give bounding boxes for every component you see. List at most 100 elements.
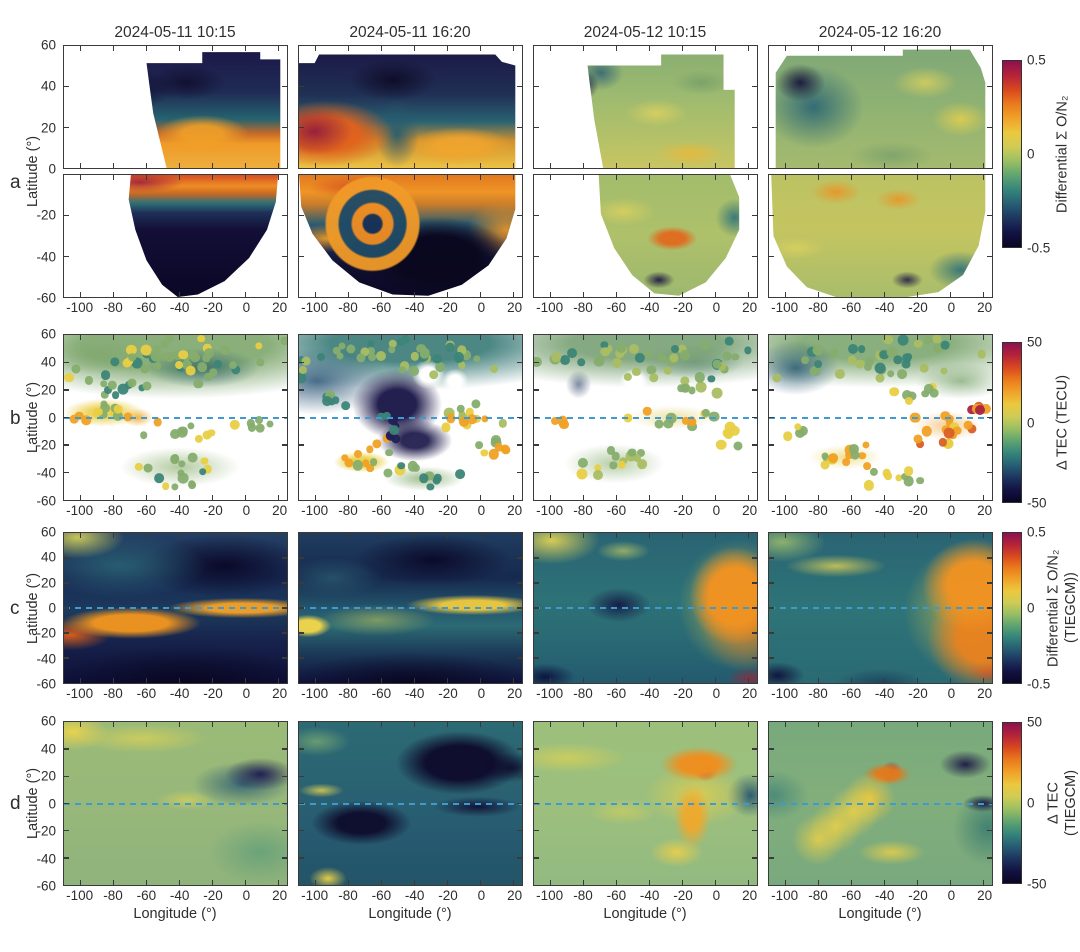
axis-tick [715, 678, 717, 683]
axis-tick [517, 361, 522, 364]
axis-tick [916, 880, 919, 885]
scatter-dot [401, 335, 410, 344]
x-tick-label: 20 [977, 503, 993, 518]
x-tick-label: 20 [272, 888, 288, 903]
axis-tick [748, 533, 750, 538]
axis-tick [983, 722, 985, 727]
x-tick-label: 0 [712, 300, 721, 315]
axis-tick [79, 678, 82, 683]
data-swath [299, 175, 516, 296]
x-tick-label: -100 [66, 888, 94, 903]
axis-tick [513, 722, 515, 727]
axis-tick [850, 678, 853, 683]
axis-tick [245, 678, 247, 683]
axis-tick [299, 829, 304, 832]
scatter-dot [198, 467, 207, 476]
x-tick-label: 0 [477, 888, 486, 903]
axis-tick [282, 85, 287, 88]
axis-tick [446, 335, 449, 340]
axis-tick [752, 126, 757, 129]
x-tick-label: 0 [242, 300, 251, 315]
scatter-dot [862, 440, 870, 449]
scatter-dot [952, 426, 962, 436]
scatter-dot [426, 483, 434, 491]
axis-tick [987, 255, 992, 258]
axis-tick [314, 335, 317, 340]
scatter-dot [903, 466, 914, 477]
axis-tick [145, 722, 148, 727]
axis-tick [850, 163, 853, 168]
y-tick-label: -20 [36, 823, 56, 839]
axis-tick [987, 632, 992, 634]
x-tick-label: -80 [573, 503, 593, 518]
axis-tick [987, 361, 992, 364]
equator-line [64, 416, 287, 419]
scatter-dot [576, 468, 588, 480]
y-ticks-c: 60 40 20 0 -20 -40 -60 [26, 525, 58, 692]
colorbar-c [1002, 532, 1022, 684]
scatter-dot [967, 404, 978, 415]
axis-tick [615, 46, 618, 51]
axis-tick [748, 292, 750, 297]
scatter-dot [397, 461, 406, 470]
colorbar-label-d: Δ TEC (TIEGCM) [1045, 769, 1079, 837]
scatter-dot [117, 383, 129, 395]
scatter-dot [160, 339, 170, 349]
scatter-dot [821, 452, 829, 460]
axis-tick [752, 255, 757, 258]
axis-tick [112, 880, 115, 885]
scatter-dot [170, 454, 179, 463]
x-tick-label: -40 [404, 503, 425, 518]
scatter-dot [820, 460, 830, 470]
axis-tick [850, 722, 853, 727]
axis-tick [64, 255, 69, 258]
scatter-dot [901, 359, 911, 369]
scatter-dot [352, 460, 363, 471]
axis-tick [549, 163, 552, 168]
axis-tick [752, 829, 757, 832]
scatter-dot [980, 403, 991, 415]
axis-tick [347, 533, 350, 538]
axis-tick [817, 678, 820, 683]
scatter-dot [687, 417, 697, 427]
axis-tick [178, 722, 181, 727]
scatter-dot [340, 454, 349, 462]
x-tick-label: -60 [841, 888, 862, 903]
scatter-dot [716, 439, 727, 451]
panel-label-b: b [10, 408, 21, 429]
scatter-dot [577, 358, 585, 367]
scatter-dot [795, 428, 806, 439]
scatter-dot [202, 354, 211, 363]
scatter-dot [197, 335, 206, 343]
axis-tick [278, 722, 280, 727]
axis-tick [64, 557, 69, 559]
axis-tick [752, 582, 757, 584]
axis-tick [987, 214, 992, 217]
axis-tick [582, 46, 585, 51]
axis-tick [282, 444, 287, 446]
axis-tick [517, 582, 522, 584]
x-tick-label: 0 [947, 888, 956, 903]
x-tick-label: 0 [947, 300, 956, 315]
scatter-dot [801, 355, 810, 364]
axis-tick [282, 214, 287, 217]
x-tick-label: -100 [301, 300, 329, 315]
axis-tick [513, 880, 515, 885]
axis-tick [480, 163, 482, 168]
scatter-dot [475, 441, 483, 449]
scatter-dot [69, 414, 79, 424]
x-tick-label: -80 [103, 503, 123, 518]
scatter-dot [592, 470, 603, 481]
axis-tick [64, 361, 69, 364]
x-tick-label: -100 [771, 503, 799, 518]
scatter-dot [498, 419, 508, 428]
scatter-dot [616, 343, 627, 354]
scatter-dot [480, 449, 489, 457]
scatter-dot [874, 363, 886, 374]
colorbar-d [1002, 722, 1022, 884]
heatmap-a-col1-south [63, 174, 288, 298]
x-tick-label: -20 [203, 503, 223, 518]
axis-tick [752, 607, 757, 609]
axis-tick [748, 722, 750, 727]
scatter-dot [388, 345, 396, 354]
